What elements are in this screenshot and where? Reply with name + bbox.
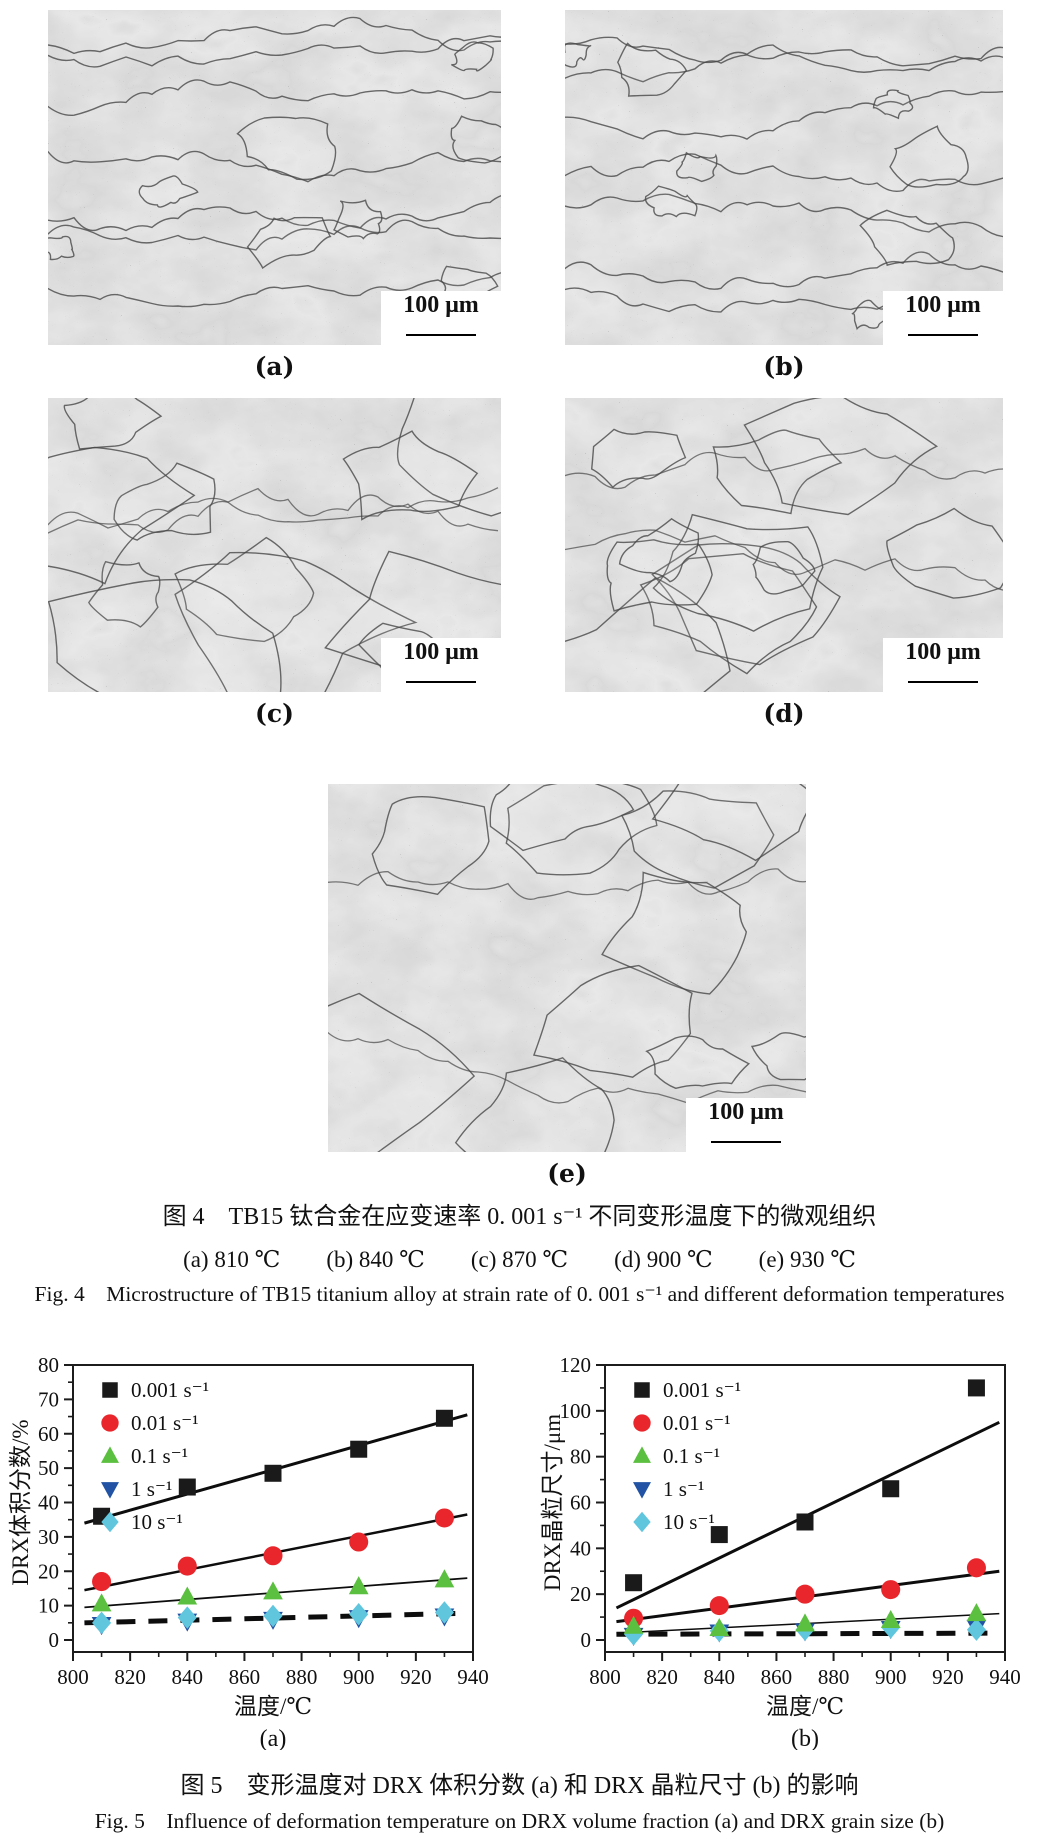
scale-bar-box-d: 100 μm <box>883 638 1003 692</box>
panel-label-a: (a) <box>254 352 295 381</box>
svg-text:40: 40 <box>570 1536 591 1560</box>
svg-text:920: 920 <box>932 1665 964 1689</box>
x-axis-label: 温度/℃ <box>766 1694 844 1719</box>
svg-text:60: 60 <box>38 1422 59 1446</box>
panel-label-b: (b) <box>763 352 805 381</box>
svg-text:100: 100 <box>560 1399 592 1423</box>
x-axis-label: 温度/℃ <box>234 1694 312 1719</box>
svg-text:20: 20 <box>38 1559 59 1583</box>
scale-bar-line <box>406 334 476 336</box>
series-0.001s⁻¹ <box>93 1409 453 1525</box>
svg-text:840: 840 <box>704 1665 736 1689</box>
legend-label: 0.001 s⁻¹ <box>131 1378 209 1402</box>
micrograph-panel-a: 100 μm <box>48 10 501 345</box>
legend-label: 1 s⁻¹ <box>663 1477 704 1501</box>
micrograph-texture-a <box>48 10 501 345</box>
series-0.1s⁻¹ <box>623 1603 987 1637</box>
svg-text:820: 820 <box>114 1665 146 1689</box>
svg-text:80: 80 <box>570 1445 591 1469</box>
scale-bar-line <box>908 681 978 683</box>
micrograph-panel-c: 100 μm <box>48 398 501 692</box>
svg-text:60: 60 <box>570 1491 591 1515</box>
legend-label: 0.01 s⁻¹ <box>663 1411 731 1435</box>
svg-text:40: 40 <box>38 1491 59 1515</box>
svg-text:880: 880 <box>818 1665 850 1689</box>
svg-text:20: 20 <box>570 1582 591 1606</box>
series-0.1s⁻¹ <box>91 1569 455 1612</box>
chart-b: 0 20 40 60 80 100 120 800 820 840 860 880 900 920 940 温… <box>540 1353 1021 1750</box>
series-0.001s⁻¹ <box>625 1379 985 1592</box>
figure5-caption-cn: 图 5 变形温度对 DRX 体积分数 (a) 和 DRX 晶粒尺寸 (b) 的影… <box>180 1773 859 1799</box>
scale-bar-box-b: 100 μm <box>883 291 1003 345</box>
scale-bar-line <box>908 334 978 336</box>
svg-text:860: 860 <box>229 1665 261 1689</box>
legend-label: 10 s⁻¹ <box>663 1510 715 1534</box>
legend-label: 10 s⁻¹ <box>131 1510 183 1534</box>
series-0.01s⁻¹ <box>92 1508 454 1592</box>
y-axis-label: DRX晶粒尺寸/μm <box>540 1414 565 1591</box>
legend-label: 0.1 s⁻¹ <box>663 1444 720 1468</box>
panel-label-e: (e) <box>547 1159 587 1188</box>
y-axis-label: DRX体积分数/% <box>8 1419 33 1585</box>
svg-text:80: 80 <box>38 1353 59 1377</box>
svg-text:50: 50 <box>38 1456 59 1480</box>
scale-bar-line <box>406 681 476 683</box>
figure4-caption-cn: 图 4 TB15 钛合金在应变速率 0. 001 s⁻¹ 不同变形温度下的微观组… <box>162 1204 877 1230</box>
scale-bar-box-c: 100 μm <box>381 638 501 692</box>
svg-text:120: 120 <box>560 1353 592 1377</box>
svg-text:0: 0 <box>49 1628 60 1652</box>
scale-bar-box-e: 100 μm <box>686 1098 806 1152</box>
chart-sublabel: (a) <box>260 1726 287 1750</box>
svg-text:0: 0 <box>581 1628 592 1652</box>
legend-label: 0.01 s⁻¹ <box>131 1411 199 1435</box>
svg-text:800: 800 <box>589 1665 621 1689</box>
panel-label-d: (d) <box>763 699 805 728</box>
scale-bar-label: 100 μm <box>403 292 479 318</box>
figure4-caption-temps: (a) 810 ℃ (b) 840 ℃ (c) 870 ℃ (d) 900 ℃ … <box>183 1247 856 1272</box>
panel-label-c: (c) <box>255 699 294 728</box>
svg-text:840: 840 <box>172 1665 204 1689</box>
svg-text:940: 940 <box>989 1665 1021 1689</box>
figure5-caption-en: Fig. 5 Influence of deformation temperat… <box>94 1809 945 1833</box>
figure4-caption-en: Fig. 4 Microstructure of TB15 titanium a… <box>34 1282 1005 1306</box>
svg-text:880: 880 <box>286 1665 318 1689</box>
scale-bar-label: 100 μm <box>905 292 981 318</box>
micrograph-panel-e: 100 μm <box>328 784 806 1152</box>
micrograph-texture-c <box>48 398 501 692</box>
chart-sublabel: (b) <box>791 1726 819 1750</box>
svg-text:940: 940 <box>457 1665 489 1689</box>
svg-text:900: 900 <box>343 1665 375 1689</box>
scale-bar-label: 100 μm <box>905 639 981 665</box>
legend-label: 1 s⁻¹ <box>131 1477 172 1501</box>
scale-bar-label: 100 μm <box>708 1099 784 1125</box>
scale-bar-line <box>711 1141 781 1143</box>
scale-bar-label: 100 μm <box>403 639 479 665</box>
chart-a: 0 10 20 30 40 50 60 70 80 800 820 840 860 880 900 920 94… <box>8 1353 489 1750</box>
svg-text:800: 800 <box>57 1665 89 1689</box>
svg-text:820: 820 <box>646 1665 678 1689</box>
series-0.01s⁻¹ <box>624 1558 986 1628</box>
svg-text:860: 860 <box>761 1665 793 1689</box>
scale-bar-box-a: 100 μm <box>381 291 501 345</box>
micrograph-panel-b: 100 μm <box>565 10 1003 345</box>
micrograph-texture-e <box>328 784 806 1152</box>
svg-text:70: 70 <box>38 1387 59 1411</box>
svg-text:900: 900 <box>875 1665 907 1689</box>
svg-text:10: 10 <box>38 1594 59 1618</box>
svg-text:920: 920 <box>400 1665 432 1689</box>
legend-label: 0.001 s⁻¹ <box>663 1378 741 1402</box>
micrograph-texture-b <box>565 10 1003 345</box>
svg-text:30: 30 <box>38 1525 59 1549</box>
legend-label: 0.1 s⁻¹ <box>131 1444 188 1468</box>
series-10s⁻¹ <box>92 1601 454 1635</box>
micrograph-panel-d: 100 μm <box>565 398 1003 692</box>
